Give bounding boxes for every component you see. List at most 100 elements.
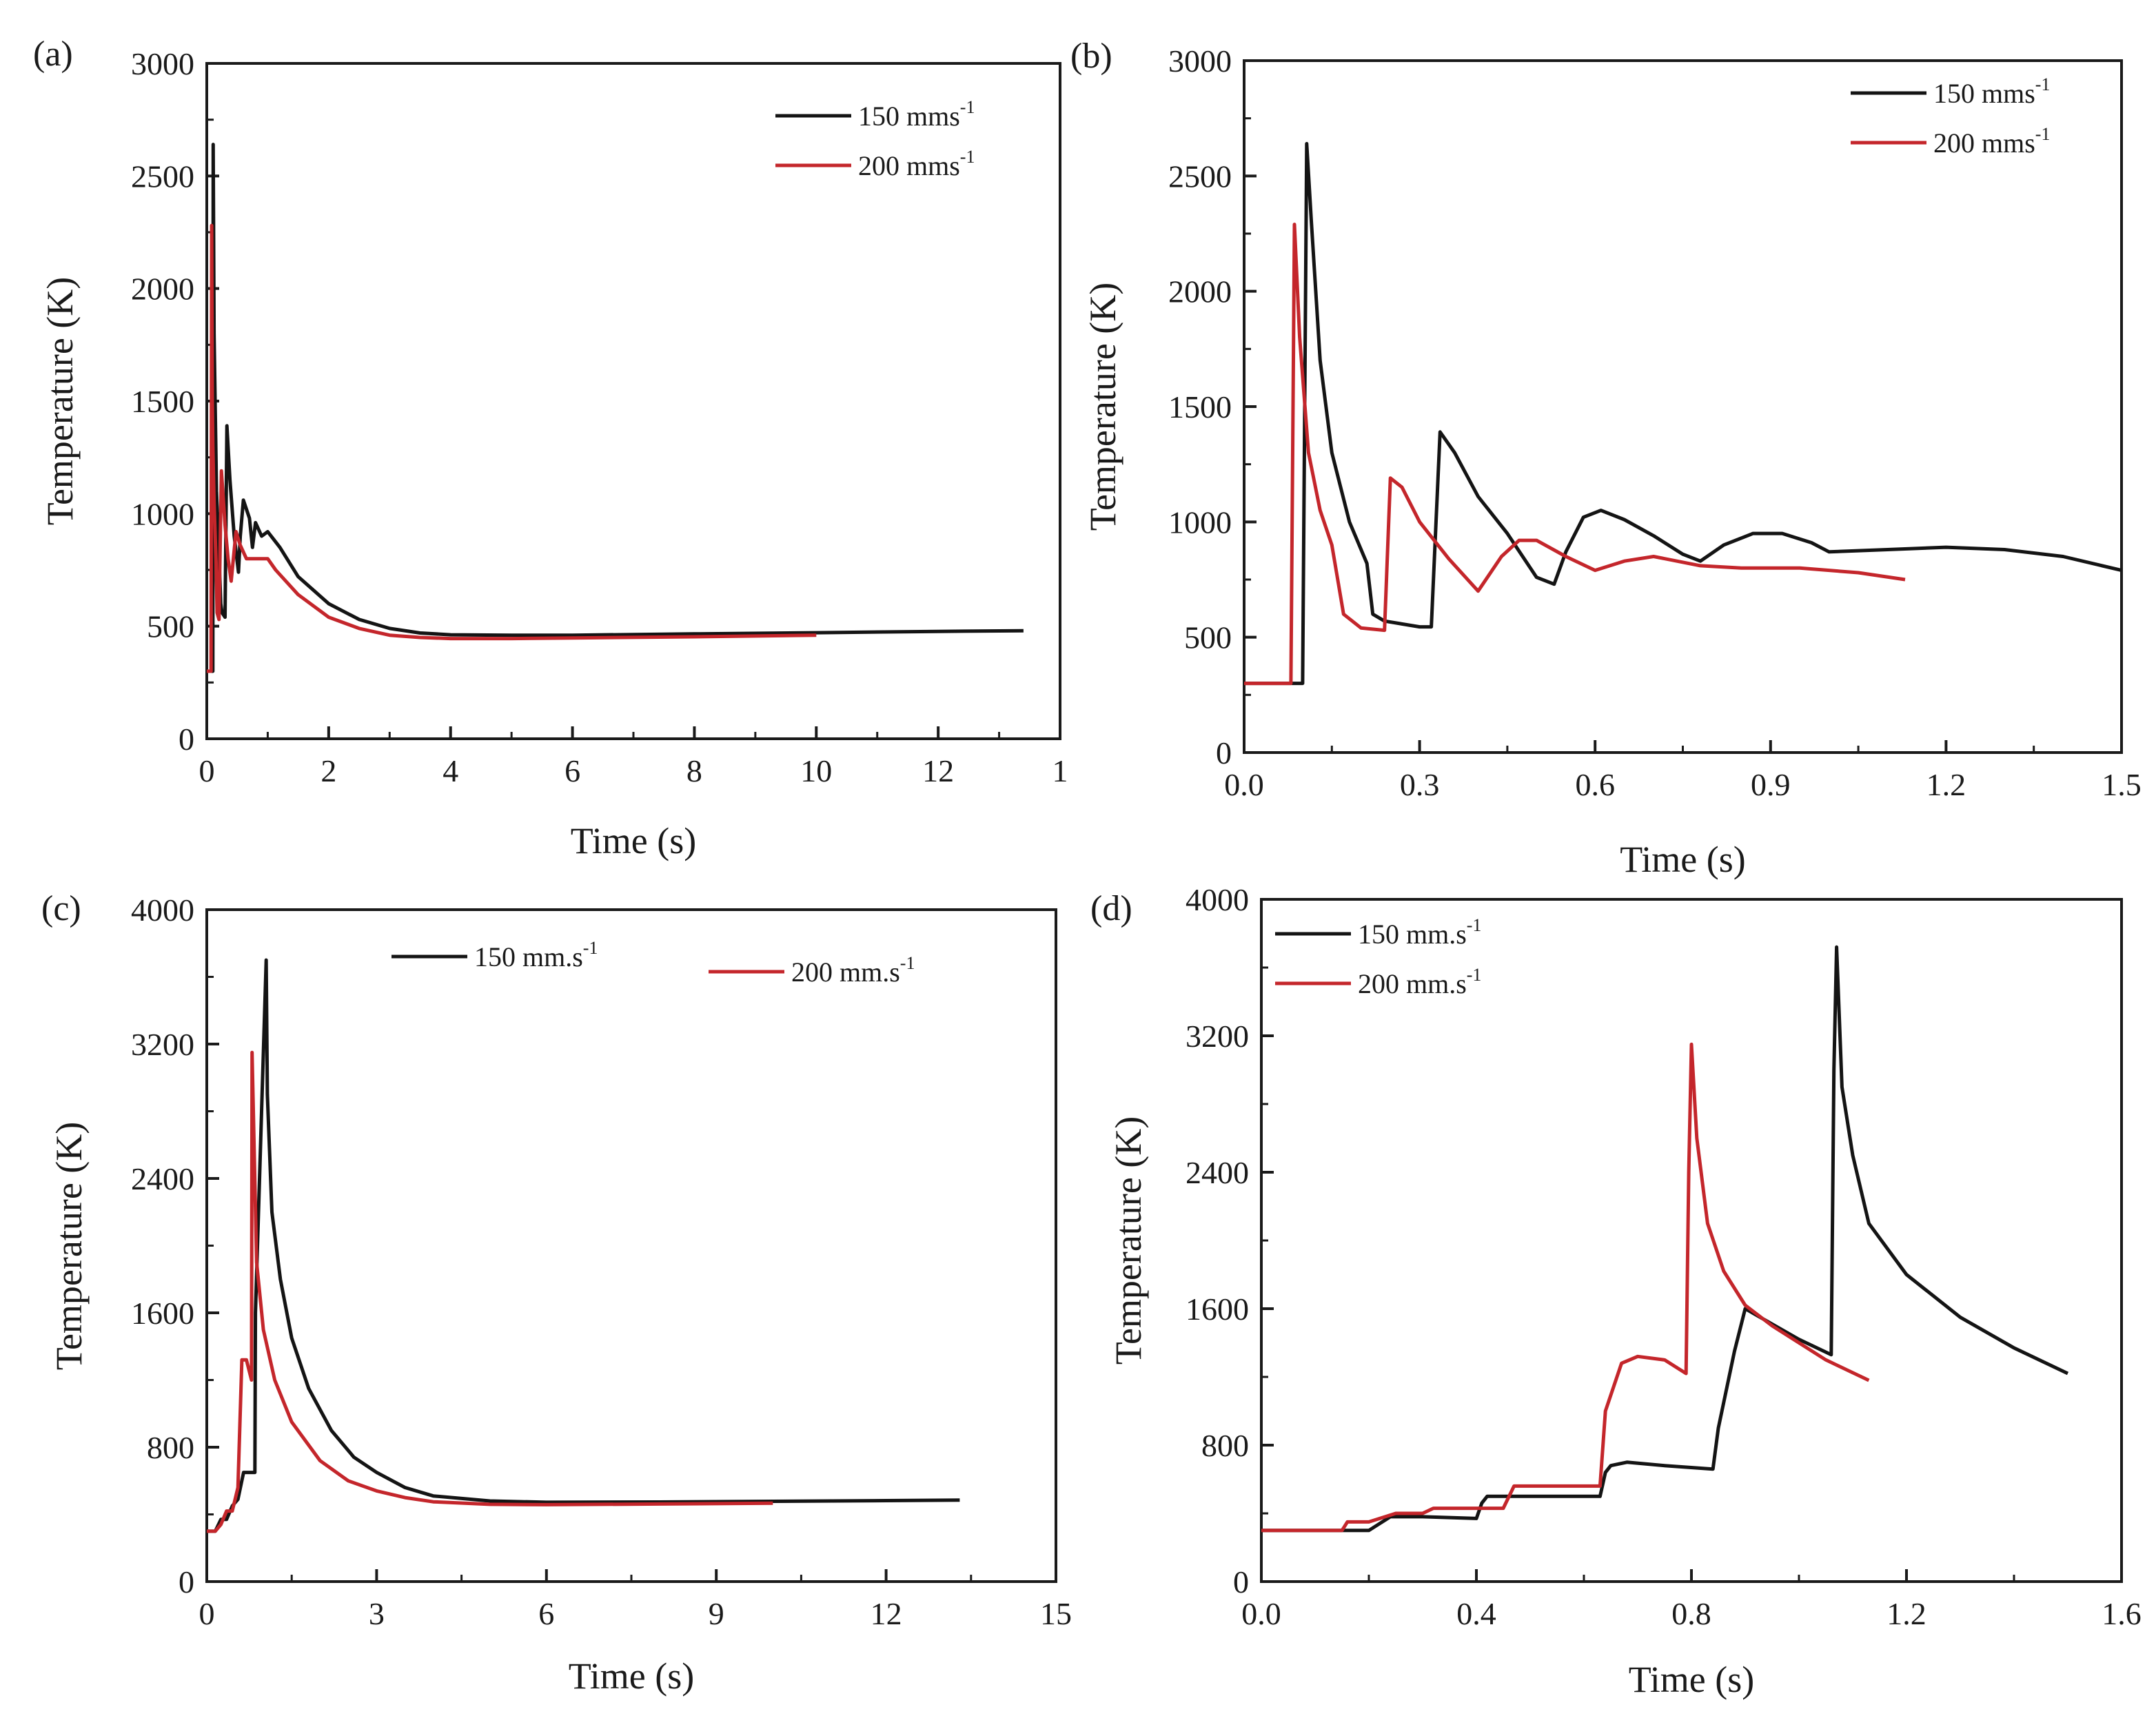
legend-label: 200 mms-1: [858, 147, 975, 181]
y-tick-label: 1600: [1186, 1291, 1249, 1327]
x-tick-label: 3: [369, 1596, 385, 1631]
legend-superscript: -1: [2035, 74, 2051, 94]
x-tick-label: 0: [199, 1596, 215, 1631]
x-tick-label: 6: [565, 753, 580, 788]
y-axis-title: Temperature (K): [1082, 283, 1123, 531]
x-tick-label: 0.8: [1671, 1596, 1711, 1631]
y-tick-label: 0: [1233, 1564, 1249, 1600]
y-tick-label: 2500: [131, 159, 194, 194]
x-axis-title: Time (s): [1629, 1659, 1755, 1700]
legend-name: 200 mms: [1933, 127, 2035, 159]
panel-c: 0 3 6 9 12 15 0 800 1600 2400 3200 4000 Time (s) Temp…: [41, 889, 1072, 1697]
series-line-200: [207, 223, 817, 673]
x-tick-label: 0.3: [1400, 767, 1440, 802]
y-tick-label: 2400: [1186, 1155, 1249, 1190]
x-tick-label: 0.9: [1751, 767, 1791, 802]
x-tick-label: 4: [443, 753, 458, 788]
y-tick-label: 800: [147, 1430, 194, 1465]
y-tick-label: 500: [1184, 620, 1232, 655]
legend-superscript: -1: [2035, 124, 2051, 144]
panel-label: (b): [1070, 37, 1112, 76]
legend-label: 150 mm.s-1: [1358, 915, 1481, 950]
series-line-150: [207, 958, 960, 1533]
x-axis-title: Time (s): [569, 1655, 695, 1697]
legend-label: 200 mms-1: [1933, 124, 2050, 159]
x-tick-label: 0.0: [1241, 1596, 1281, 1631]
legend-label: 200 mm.s-1: [791, 953, 915, 988]
series-line-150: [1244, 142, 2122, 686]
x-tick-label: 9: [709, 1596, 724, 1631]
series-line-150: [1261, 945, 2069, 1533]
series-line-200: [1261, 1042, 1870, 1533]
legend-name: 150 mm.s: [474, 941, 583, 972]
y-tick-label: 2400: [131, 1161, 194, 1196]
y-tick-label: 3200: [131, 1027, 194, 1062]
y-tick-label: 2000: [1168, 274, 1232, 309]
x-tick-label: 0.4: [1456, 1596, 1496, 1631]
x-tick-label: 6: [538, 1596, 554, 1631]
y-tick-label: 0: [179, 1564, 194, 1600]
legend-label: 150 mm.s-1: [474, 938, 598, 972]
legend-superscript: -1: [960, 97, 975, 117]
y-tick-label: 2000: [131, 272, 194, 307]
y-tick-label: 3000: [131, 46, 194, 81]
legend-label: 150 mms-1: [1933, 74, 2050, 109]
x-tick-label: 0.6: [1575, 767, 1615, 802]
legend-name: 200 mm.s: [1358, 968, 1467, 999]
legend-label: 150 mms-1: [858, 97, 975, 132]
y-tick-label: 0: [179, 722, 194, 757]
legend-name: 150 mms: [858, 101, 960, 132]
y-tick-label: 4000: [131, 892, 194, 928]
y-tick-label: 1000: [1168, 504, 1232, 540]
legend-name: 150 mms: [1933, 78, 2035, 109]
legend-name: 200 mms: [858, 150, 960, 181]
plot-frame: [205, 908, 1057, 1583]
x-tick-label: 12: [922, 753, 954, 788]
x-tick-label: 15: [1040, 1596, 1072, 1631]
x-tick-label: 8: [687, 753, 702, 788]
panel-label: (c): [41, 889, 81, 928]
panel-b: 0.0 0.3 0.6 0.9 1.2 1.5 0 500 1000 1500 2000 2500 30…: [1070, 37, 2142, 880]
x-tick-label: 12: [871, 1596, 902, 1631]
y-tick-label: 1000: [131, 496, 194, 531]
legend-name: 150 mm.s: [1358, 919, 1467, 950]
y-axis-title: Temperature (K): [39, 277, 81, 526]
series-line-200: [1244, 223, 1906, 686]
x-tick-label: 0.0: [1224, 767, 1264, 802]
legend-superscript: -1: [583, 938, 598, 958]
legend-superscript: -1: [960, 147, 975, 167]
legend-superscript: -1: [1467, 915, 1482, 935]
series-line-200: [207, 1050, 773, 1533]
y-tick-label: 1500: [1168, 389, 1232, 425]
x-tick-label: 2: [321, 753, 336, 788]
x-axis-title: Time (s): [1620, 839, 1746, 880]
y-axis-title: Temperature (K): [1108, 1116, 1149, 1365]
panel-label: (a): [33, 34, 73, 74]
x-tick-label: 1.2: [1886, 1596, 1926, 1631]
y-tick-label: 1500: [131, 384, 194, 419]
plot-frame: [1260, 898, 2123, 1583]
x-tick-label: 10: [800, 753, 832, 788]
legend-name: 200 mm.s: [791, 957, 900, 988]
y-tick-label: 500: [147, 609, 194, 644]
plot-frame: [1243, 59, 2123, 754]
x-tick-label: 1: [1052, 753, 1068, 788]
legend-superscript: -1: [1467, 965, 1482, 985]
y-tick-label: 1600: [131, 1296, 194, 1331]
y-tick-label: 2500: [1168, 159, 1232, 194]
y-tick-label: 3200: [1186, 1019, 1249, 1054]
x-tick-label: 1.6: [2102, 1596, 2142, 1631]
panel-label: (d): [1090, 889, 1132, 928]
series-line-150: [207, 143, 1024, 673]
panel-d: 0.0 0.4 0.8 1.2 1.6 0 800 1600 2400 3200 4000 Time …: [1090, 882, 2142, 1700]
y-tick-label: 3000: [1168, 43, 1232, 79]
x-tick-label: 1.5: [2102, 767, 2142, 802]
y-tick-label: 800: [1201, 1428, 1249, 1463]
legend-superscript: -1: [900, 953, 915, 973]
x-tick-label: 1.2: [1926, 767, 1966, 802]
x-tick-label: 0: [199, 753, 215, 788]
y-tick-label: 4000: [1186, 882, 1249, 917]
y-tick-label: 0: [1216, 735, 1232, 770]
